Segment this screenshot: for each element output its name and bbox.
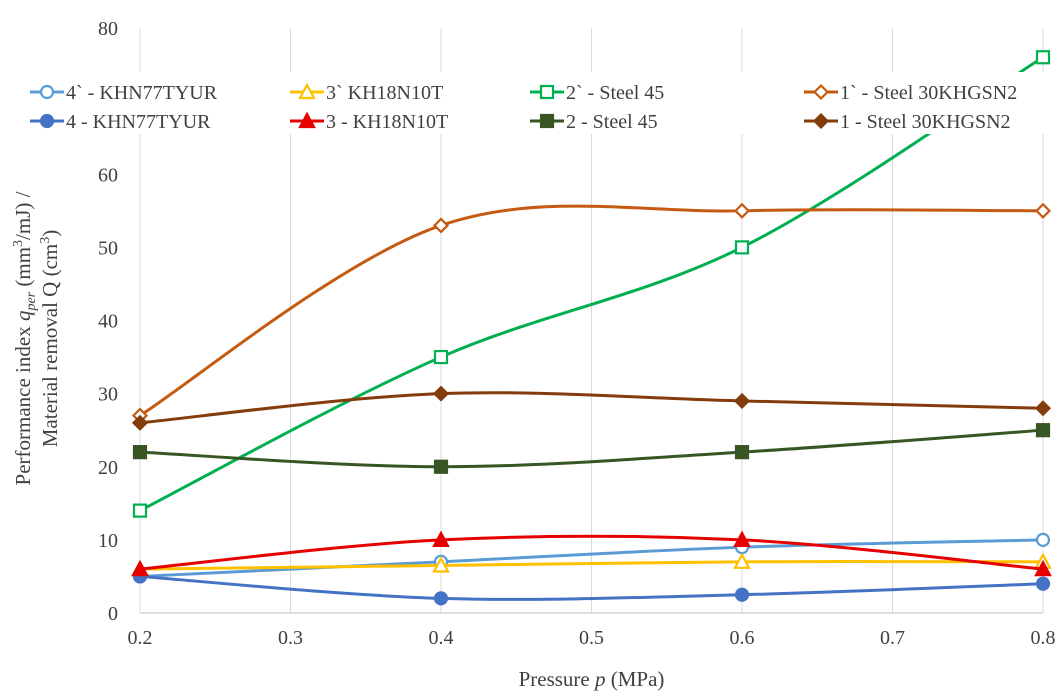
y-tick-labels: 0 10 20 30 40 50 60 80 bbox=[98, 18, 118, 625]
legend-item[interactable]: 2` - Steel 45 bbox=[530, 82, 664, 104]
data-point bbox=[734, 445, 750, 460]
data-point bbox=[733, 530, 751, 547]
legend-item[interactable]: 4` - KHN77TYUR bbox=[30, 82, 218, 104]
data-point bbox=[432, 385, 450, 402]
legend-marker bbox=[298, 82, 316, 100]
series-6 bbox=[132, 423, 1051, 474]
legend-label: 2` - Steel 45 bbox=[566, 82, 664, 104]
y-tick-label: 40 bbox=[98, 311, 118, 333]
legend-item[interactable]: 4 - KHN77TYUR bbox=[30, 111, 211, 133]
x-tick-label: 0.6 bbox=[730, 627, 755, 649]
legend-item[interactable]: 1` - Steel 30KHGSN2 bbox=[804, 82, 1017, 104]
series-7 bbox=[131, 385, 1052, 431]
legend-item[interactable]: 2 - Steel 45 bbox=[530, 111, 658, 133]
data-point bbox=[432, 556, 450, 573]
data-point bbox=[131, 414, 149, 431]
data-point bbox=[132, 445, 148, 460]
series-line bbox=[138, 55, 1045, 513]
data-point bbox=[733, 552, 751, 569]
data-point bbox=[433, 591, 449, 606]
data-point bbox=[432, 217, 450, 234]
data-point bbox=[734, 240, 750, 255]
data-point bbox=[1034, 202, 1052, 219]
legend-item[interactable]: 3 - KH18N10T bbox=[290, 111, 448, 133]
legend-item[interactable]: 3` KH18N10T bbox=[290, 82, 443, 104]
x-tick-label: 0.5 bbox=[579, 627, 604, 649]
legend-marker bbox=[298, 111, 316, 129]
y-tick-label: 80 bbox=[98, 18, 118, 40]
data-point bbox=[131, 559, 149, 577]
y-axis-title-line2: Material removal Q (cm3) bbox=[38, 230, 62, 448]
legend-marker bbox=[39, 84, 55, 100]
y-tick-label: 50 bbox=[98, 237, 118, 259]
data-point bbox=[132, 503, 148, 518]
x-tick-label: 0.7 bbox=[880, 627, 905, 649]
legend-marker bbox=[539, 84, 555, 100]
series-line bbox=[138, 534, 1045, 571]
legend-marker bbox=[39, 113, 55, 129]
series-layer bbox=[131, 50, 1052, 606]
legend-marker bbox=[812, 83, 830, 101]
x-axis-title: Pressure p (MPa) bbox=[519, 667, 665, 691]
legend-label: 4 - KHN77TYUR bbox=[66, 111, 211, 133]
data-point bbox=[1035, 423, 1051, 438]
legend[interactable]: 4` - KHN77TYUR 3` KH18N10T 2` - Steel 45 1`… bbox=[30, 72, 1058, 134]
series-line bbox=[138, 428, 1045, 469]
y-tick-label: 0 bbox=[108, 603, 118, 625]
data-point bbox=[733, 202, 751, 219]
y-axis-title-line1: Performance index qper (mm3/mJ) / bbox=[11, 191, 39, 485]
x-tick-label: 0.4 bbox=[429, 627, 454, 649]
data-point bbox=[433, 459, 449, 474]
data-point bbox=[734, 587, 750, 602]
data-point bbox=[733, 392, 751, 409]
legend-label: 1 - Steel 30KHGSN2 bbox=[840, 111, 1011, 133]
data-point bbox=[1035, 50, 1051, 65]
series-2 bbox=[132, 50, 1051, 518]
x-tick-label: 0.8 bbox=[1031, 627, 1056, 649]
y-tick-label: 20 bbox=[98, 457, 118, 479]
x-tick-label: 0.3 bbox=[278, 627, 303, 649]
legend-marker bbox=[812, 112, 830, 130]
data-point bbox=[1035, 532, 1051, 547]
data-point bbox=[432, 530, 450, 547]
series-5 bbox=[131, 530, 1052, 577]
x-tick-label: 0.2 bbox=[128, 627, 153, 649]
legend-marker bbox=[539, 113, 555, 129]
data-point bbox=[1034, 559, 1052, 577]
series-line bbox=[138, 204, 1045, 418]
series-line bbox=[138, 391, 1045, 425]
series-line bbox=[138, 538, 1045, 578]
legend-label: 3 - KH18N10T bbox=[326, 111, 448, 133]
data-point bbox=[1034, 400, 1052, 417]
y-tick-label: 10 bbox=[98, 530, 118, 552]
legend-label: 4` - KHN77TYUR bbox=[66, 82, 218, 104]
x-tick-labels: 0.2 0.3 0.4 0.5 0.6 0.7 0.8 bbox=[128, 627, 1056, 649]
series-line bbox=[138, 560, 1045, 571]
y-tick-label: 60 bbox=[98, 164, 118, 186]
series-line bbox=[138, 574, 1045, 601]
data-point bbox=[1035, 576, 1051, 591]
data-point bbox=[433, 349, 449, 365]
y-tick-label: 30 bbox=[98, 384, 118, 406]
legend-label: 2 - Steel 45 bbox=[566, 111, 658, 133]
legend-label: 1` - Steel 30KHGSN2 bbox=[840, 82, 1017, 104]
legend-item[interactable]: 1 - Steel 30KHGSN2 bbox=[804, 111, 1011, 133]
legend-label: 3` KH18N10T bbox=[326, 82, 443, 104]
